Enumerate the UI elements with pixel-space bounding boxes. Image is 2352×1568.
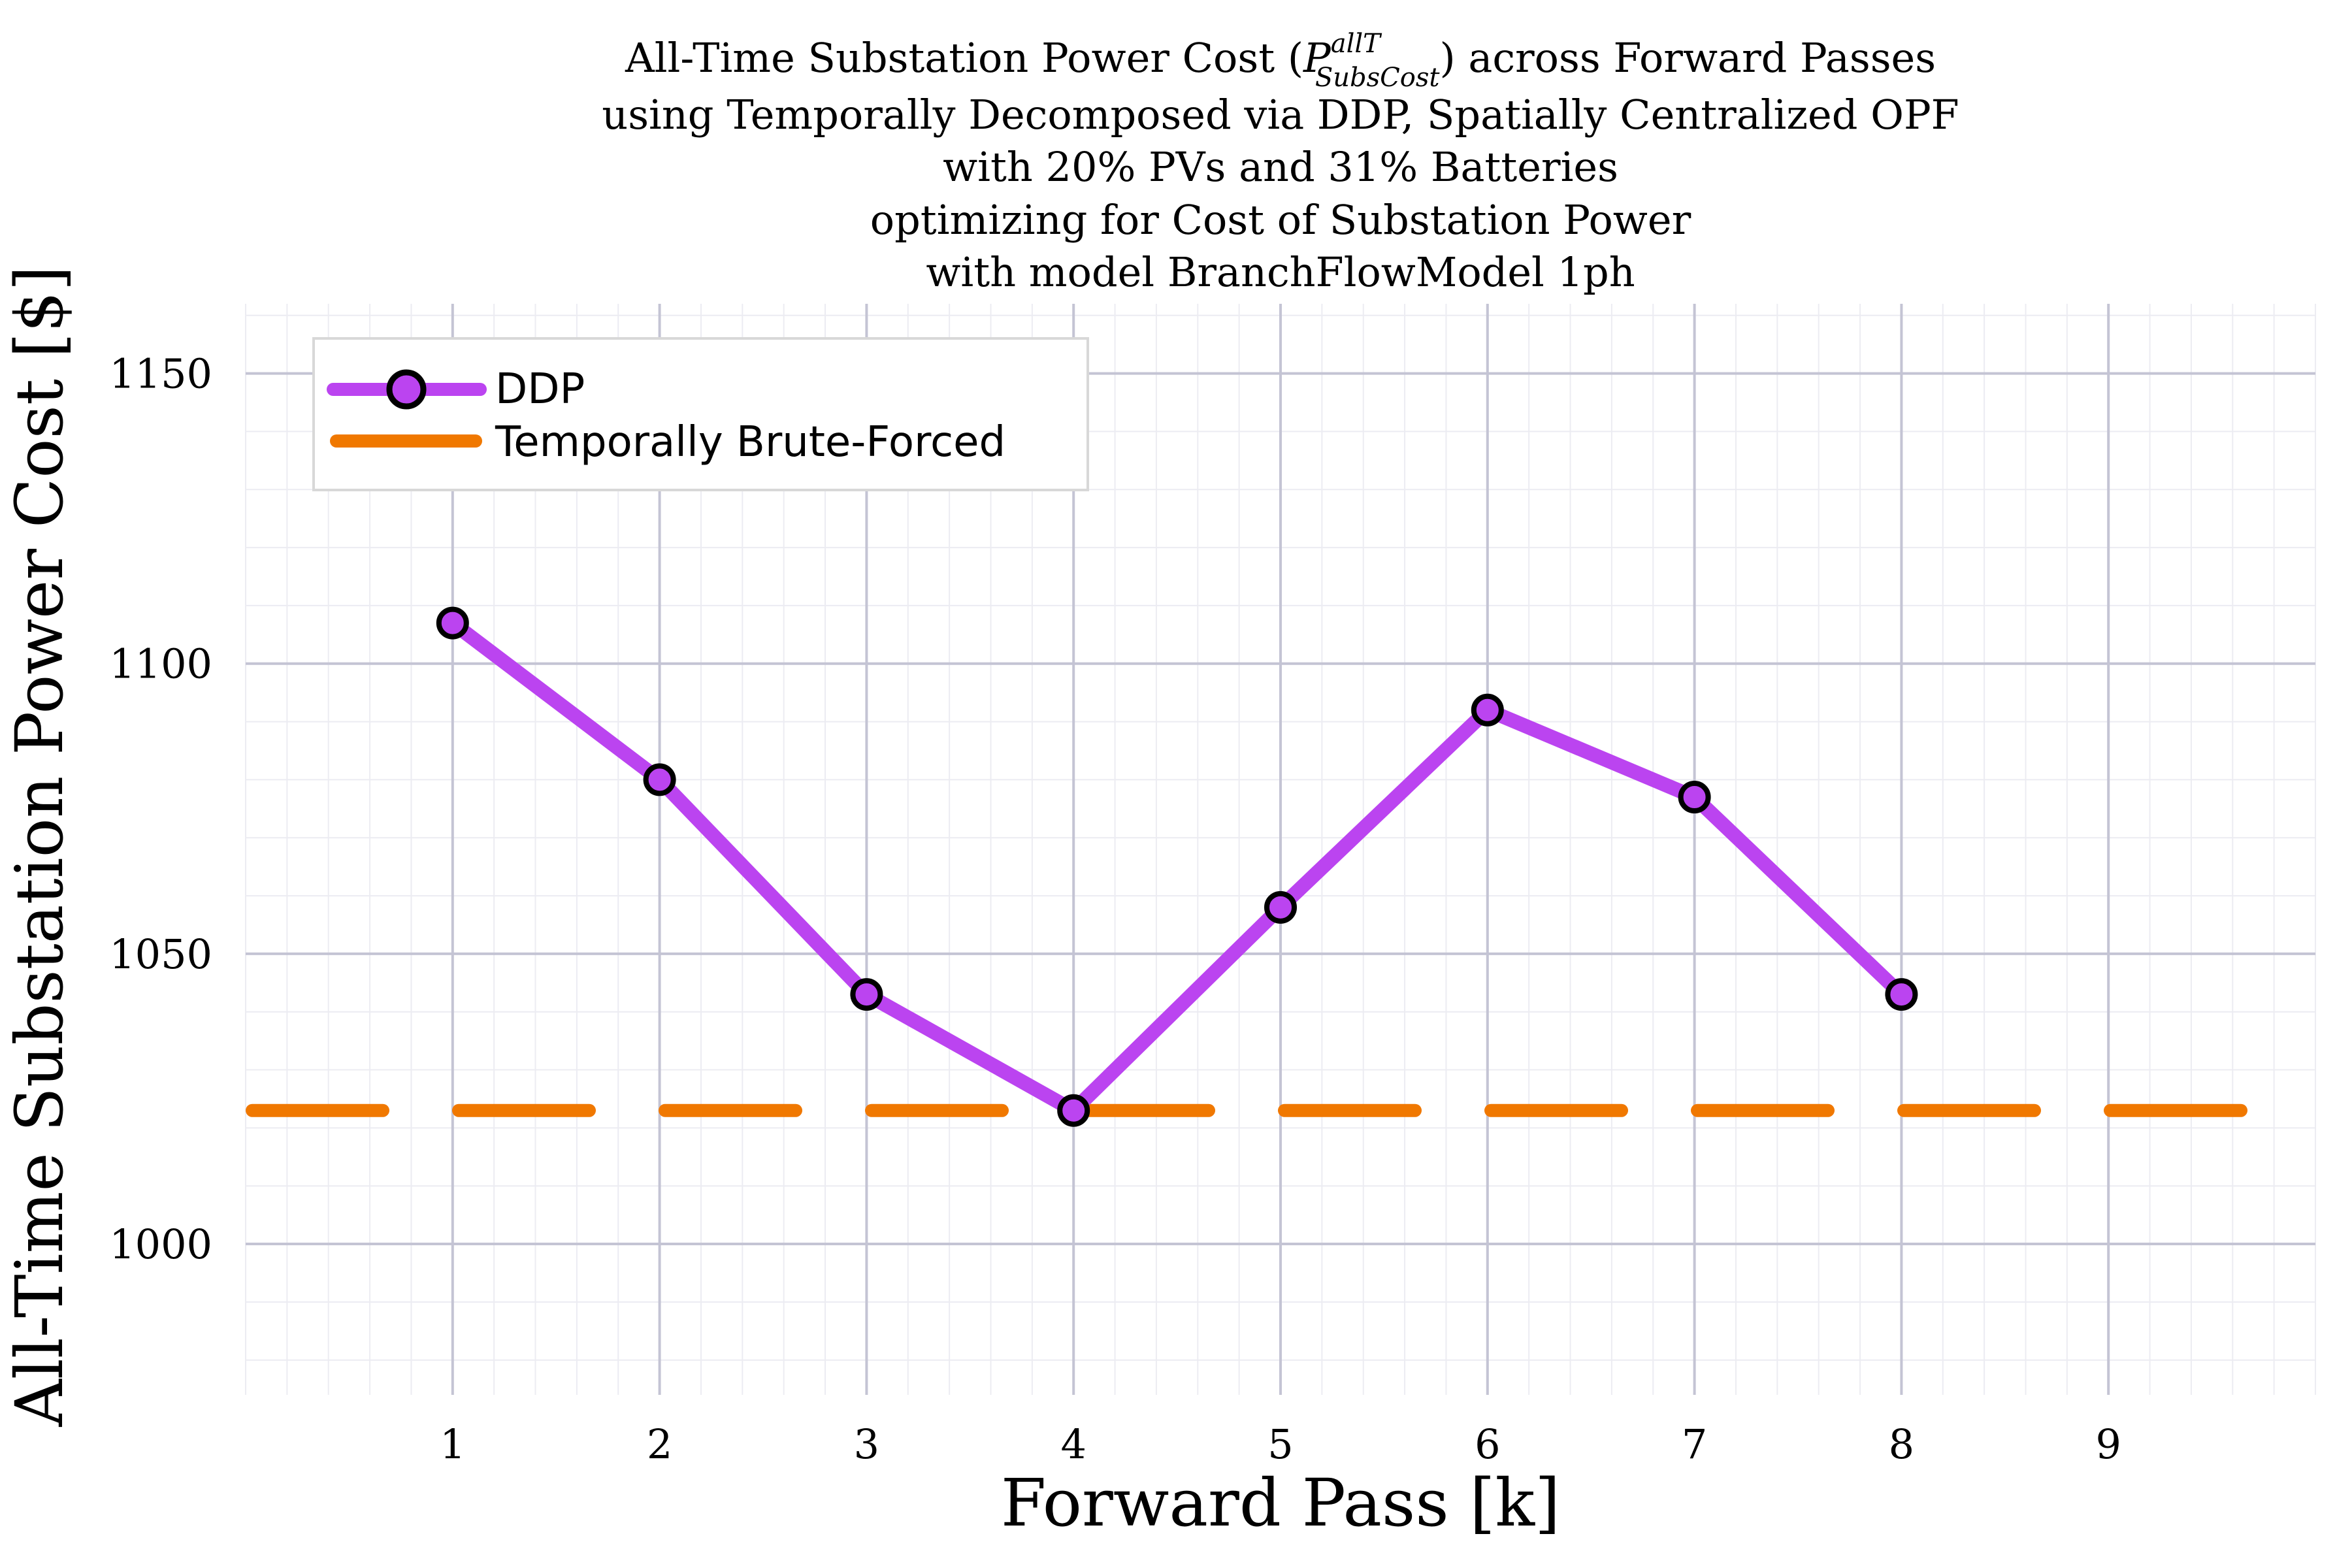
y-tick-label: 1100 — [109, 640, 212, 688]
chart-title: All-Time Substation Power Cost (PallT Sub… — [602, 29, 1959, 296]
x-tick-labels: 1 2 3 4 5 6 7 8 9 — [440, 1420, 2121, 1468]
x-tick-label: 4 — [1060, 1420, 1086, 1468]
title-line-3: with 20% PVs and 31% Batteries — [943, 143, 1618, 191]
x-tick-label: 7 — [1682, 1420, 1707, 1468]
x-tick-label: 2 — [647, 1420, 672, 1468]
ddp-point — [1678, 781, 1711, 814]
x-axis-label: Forward Pass [k] — [1001, 1465, 1560, 1541]
legend: DDP Temporally Brute-Forced — [312, 337, 1089, 491]
ddp-point — [1471, 693, 1504, 727]
x-tick-label: 8 — [1889, 1420, 1914, 1468]
ddp-point — [1885, 978, 1918, 1011]
title-line-1-suffix: ) across Forward Passes — [1439, 34, 1936, 82]
title-symbol: P — [1303, 34, 1331, 82]
title-line-1-prefix: All-Time Substation Power Cost ( — [625, 34, 1303, 82]
legend-box — [312, 337, 1089, 491]
x-tick-label: 3 — [854, 1420, 879, 1468]
y-tick-label: 1050 — [109, 930, 212, 978]
y-tick-label: 1000 — [109, 1220, 212, 1268]
title-subscript: SubsCost — [1315, 63, 1441, 93]
x-tick-label: 6 — [1475, 1420, 1500, 1468]
title-line-4: optimizing for Cost of Substation Power — [870, 196, 1691, 244]
y-tick-label: 1150 — [109, 350, 212, 398]
y-axis-label: All-Time Substation Power Cost [$] — [1, 266, 78, 1428]
legend-ddp-label: DDP — [495, 365, 585, 414]
ddp-point — [436, 606, 469, 640]
title-line-1: All-Time Substation Power Cost (PallT Sub… — [625, 29, 1936, 93]
legend-brute-label: Temporally Brute-Forced — [495, 418, 1005, 466]
ddp-series — [436, 606, 1918, 1127]
title-line-5: with model BranchFlowModel 1ph — [926, 248, 1635, 296]
legend-ddp-marker — [386, 369, 427, 410]
ddp-point — [1264, 890, 1297, 924]
x-tick-label: 1 — [440, 1420, 465, 1468]
x-tick-label: 9 — [2095, 1420, 2121, 1468]
ddp-point — [643, 763, 676, 796]
ddp-line — [445, 615, 1909, 1118]
title-superscript: allT — [1331, 29, 1382, 59]
title-line-2: using Temporally Decomposed via DDP, Spa… — [602, 91, 1959, 139]
ddp-point — [850, 978, 883, 1011]
ddp-point — [1057, 1094, 1090, 1127]
x-tick-label: 5 — [1267, 1420, 1293, 1468]
y-tick-labels: 1000 1050 1100 1150 — [109, 350, 212, 1268]
